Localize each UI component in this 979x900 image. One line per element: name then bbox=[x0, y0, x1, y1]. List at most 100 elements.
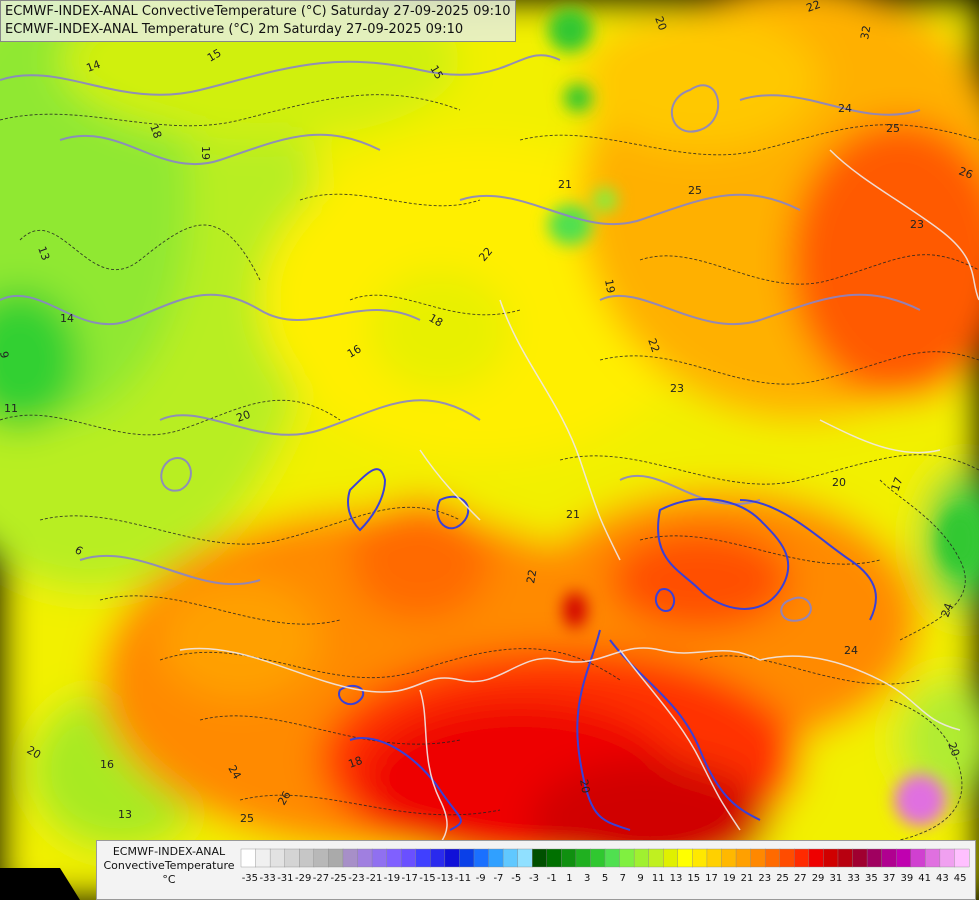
legend-swatch bbox=[896, 848, 912, 868]
legend-swatch bbox=[299, 848, 315, 868]
contour-label: 20 bbox=[577, 778, 592, 794]
legend-tick-label: 39 bbox=[900, 873, 913, 884]
contour-label: 24 bbox=[225, 763, 243, 782]
legend-swatch bbox=[764, 848, 781, 868]
legend-tick-label: 11 bbox=[652, 873, 665, 884]
legend-swatch bbox=[648, 848, 664, 868]
legend-tick-label: 17 bbox=[705, 873, 718, 884]
legend-tick-label: -19 bbox=[384, 873, 400, 884]
legend-swatch bbox=[925, 848, 941, 868]
legend-tick-label: 35 bbox=[865, 873, 878, 884]
legend-swatch bbox=[808, 848, 824, 868]
contour-label: 22 bbox=[645, 337, 662, 355]
contour-label: 20 bbox=[25, 743, 44, 761]
legend-swatch bbox=[517, 848, 533, 868]
legend-swatch bbox=[473, 848, 490, 868]
legend-swatch bbox=[269, 848, 286, 868]
legend-swatch bbox=[794, 848, 810, 868]
legend-swatch bbox=[823, 848, 839, 868]
legend-tick-label: 3 bbox=[584, 873, 590, 884]
legend-swatch bbox=[415, 848, 431, 868]
legend-tick-label: -5 bbox=[511, 873, 521, 884]
legend-swatch bbox=[240, 848, 257, 868]
contour-label: 22 bbox=[524, 568, 539, 584]
contour-labels: 14 15 15 18 19 13 14 11 9 20 16 20 21 22… bbox=[0, 0, 975, 825]
legend-swatch bbox=[532, 848, 548, 868]
contour-label: 26 bbox=[275, 789, 293, 808]
legend-tick-label: 33 bbox=[847, 873, 860, 884]
legend-tick-label: -15 bbox=[419, 873, 435, 884]
contour-label: 15 bbox=[427, 63, 445, 82]
contour-label: 21 bbox=[558, 178, 572, 191]
legend-swatch bbox=[604, 848, 621, 868]
legend-swatch bbox=[663, 848, 679, 868]
contour-label: 32 bbox=[858, 24, 873, 40]
contour-label: 20 bbox=[832, 476, 846, 489]
contour-label: 19 bbox=[602, 278, 617, 294]
legend-tick-label: 29 bbox=[812, 873, 825, 884]
legend-tick-label: -7 bbox=[493, 873, 503, 884]
legend-swatch bbox=[866, 848, 883, 868]
contour-label: 11 bbox=[4, 402, 18, 415]
legend-swatch bbox=[677, 848, 693, 868]
contour-label: 16 bbox=[345, 342, 364, 360]
legend-swatch bbox=[342, 848, 358, 868]
legend-swatch bbox=[721, 848, 737, 868]
legend-swatch bbox=[357, 848, 373, 868]
contour-label: 18 bbox=[147, 123, 164, 141]
contour-label: 14 bbox=[60, 312, 74, 325]
legend-tick-label: -23 bbox=[348, 873, 364, 884]
contour-label: 25 bbox=[688, 184, 702, 197]
legend-swatch bbox=[619, 848, 635, 868]
legend-unit: °C bbox=[162, 873, 176, 886]
legend-tick-label: 13 bbox=[670, 873, 683, 884]
outside-domain bbox=[0, 868, 80, 900]
contour-label: 24 bbox=[844, 644, 858, 657]
contour-label: 20 bbox=[652, 15, 669, 33]
color-legend: ECMWF-INDEX-ANAL ConvectiveTemperature °… bbox=[96, 840, 976, 900]
contour-label: 21 bbox=[566, 508, 580, 521]
contour-label: 24 bbox=[838, 102, 852, 115]
legend-tick-label: 15 bbox=[687, 873, 700, 884]
legend-swatch bbox=[386, 848, 402, 868]
legend-tick-label: 1 bbox=[566, 873, 572, 884]
contour-label: 23 bbox=[670, 382, 684, 395]
contour-label: 22 bbox=[805, 0, 823, 15]
dashed-contours bbox=[0, 94, 979, 841]
title-2m-temperature: ECMWF-INDEX-ANAL Temperature (°C) 2m Sat… bbox=[5, 22, 464, 37]
legend-swatch bbox=[444, 848, 460, 868]
contour-label: 25 bbox=[886, 122, 900, 135]
legend-swatch bbox=[546, 848, 562, 868]
legend-tick-label: 7 bbox=[620, 873, 626, 884]
contour-label: 23 bbox=[910, 218, 924, 231]
legend-swatch bbox=[692, 848, 708, 868]
contour-label: 25 bbox=[240, 812, 254, 825]
legend-swatch bbox=[575, 848, 591, 868]
legend-colorbar: -35 -33 -31 -29 -27 -25 -23 -21 -19 -17 -15 -13 -11-… bbox=[240, 848, 970, 884]
legend-tick-label: -1 bbox=[547, 873, 557, 884]
legend-swatch bbox=[939, 848, 955, 868]
legend-swatch bbox=[371, 848, 388, 868]
contour-label: 9 bbox=[0, 350, 11, 359]
legend-tick-label: -9 bbox=[476, 873, 486, 884]
legend-swatch bbox=[561, 848, 577, 868]
contour-label: 18 bbox=[427, 311, 446, 329]
contour-label: 13 bbox=[35, 245, 52, 263]
legend-tick-label: 5 bbox=[602, 873, 608, 884]
contour-label: 14 bbox=[85, 58, 103, 75]
legend-swatch bbox=[852, 848, 868, 868]
legend-tick-label: 21 bbox=[741, 873, 754, 884]
legend-swatch bbox=[633, 848, 650, 868]
legend-title-model: ECMWF-INDEX-ANAL bbox=[112, 845, 226, 858]
legend-tick-label: 37 bbox=[883, 873, 896, 884]
country-borders bbox=[179, 149, 979, 861]
legend-tick-label: -13 bbox=[437, 873, 453, 884]
legend-title: ECMWF-INDEX-ANAL ConvectiveTemperature °… bbox=[101, 845, 237, 887]
legend-tick-label: 19 bbox=[723, 873, 736, 884]
contour-label: 13 bbox=[118, 808, 132, 821]
legend-swatch bbox=[910, 848, 926, 868]
legend-tick-label: 27 bbox=[794, 873, 807, 884]
legend-swatch bbox=[502, 848, 519, 868]
